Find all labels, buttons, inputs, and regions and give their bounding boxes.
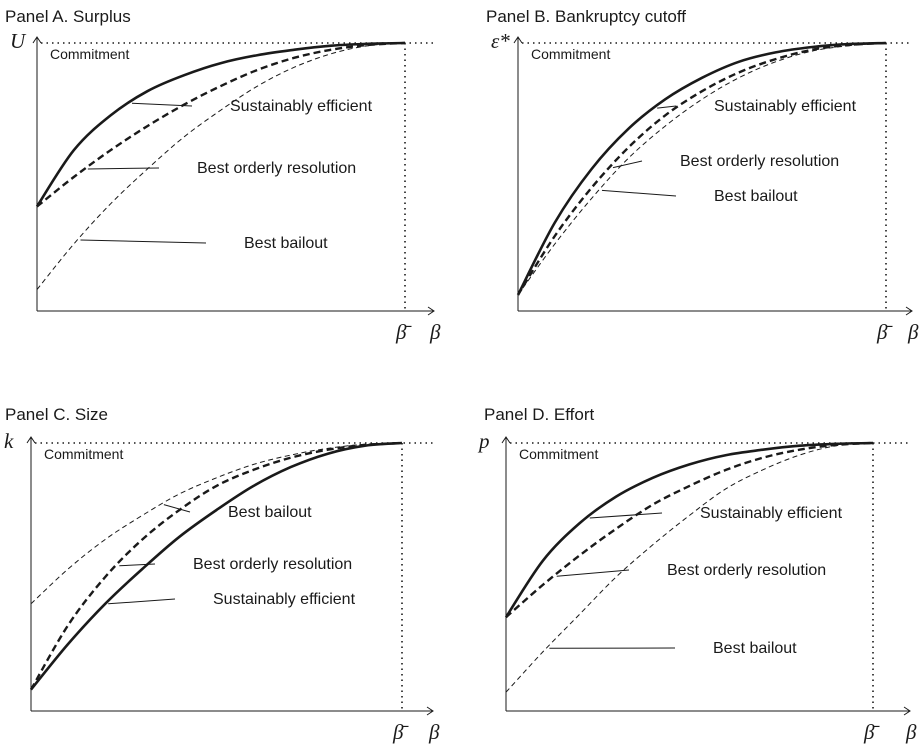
- y-axis-label: k: [4, 429, 14, 453]
- label-pointer-line: [131, 102, 193, 107]
- series-line-best-bailout: [505, 442, 874, 693]
- series-line-best-bailout: [30, 442, 403, 605]
- commitment-label: Commitment: [50, 46, 129, 62]
- series-label-best-orderly-resolution: Best orderly resolution: [667, 562, 826, 579]
- series-line-sustainably-efficient: [504, 441, 874, 618]
- commitment-label: Commitment: [44, 446, 123, 462]
- panel-title: Panel B. Bankruptcy cutoff: [486, 7, 686, 26]
- series-label-best-bailout: Best bailout: [713, 640, 797, 657]
- y-axis-arrow-icon: [501, 436, 511, 444]
- series-line-best-bailout: [517, 42, 887, 296]
- series-line-best-bailout: [36, 42, 406, 290]
- series-label-best-orderly-resolution: Best orderly resolution: [193, 556, 352, 573]
- panel-title: Panel C. Size: [5, 405, 108, 424]
- label-pointer-line: [163, 504, 191, 513]
- series-label-sustainably-efficient: Sustainably efficient: [230, 98, 373, 115]
- y-axis-arrow-icon: [32, 36, 42, 44]
- y-axis-arrow-icon: [26, 436, 36, 444]
- panel-title: Panel A. Surplus: [5, 7, 131, 26]
- label-pointer-line: [601, 189, 677, 197]
- series-label-best-orderly-resolution: Best orderly resolution: [680, 153, 839, 170]
- series-line-sustainably-efficient: [516, 41, 887, 296]
- series-line-best-orderly-resolution: [29, 441, 403, 691]
- label-pointer-line: [612, 160, 643, 169]
- x-axis-arrow-icon: [903, 706, 911, 716]
- series-line-best-orderly-resolution: [36, 41, 406, 208]
- y-axis-label: ε*: [491, 29, 510, 53]
- x-axis-arrow-icon: [426, 706, 434, 716]
- series-line-best-orderly-resolution: [505, 441, 874, 619]
- panel-2-chart: Panel B. Bankruptcy cutoff ε* β̄ β Commitmen…: [486, 7, 919, 344]
- label-pointer-line: [556, 569, 630, 577]
- x-tick-label: β̄: [395, 320, 412, 344]
- commitment-label: Commitment: [531, 46, 610, 62]
- series-label-best-bailout: Best bailout: [244, 235, 328, 252]
- panel-4-chart: Panel D. Effort p β̄ β Commitment Sustainably…: [477, 405, 917, 744]
- series-line-sustainably-efficient: [29, 441, 403, 691]
- x-tick-label: β̄: [876, 320, 893, 344]
- panel-1-chart: Panel A. Surplus Uβ̄ β Commitment Sustainabl…: [5, 7, 441, 344]
- series-label-sustainably-efficient: Sustainably efficient: [714, 98, 857, 115]
- x-axis-label: β: [907, 320, 919, 344]
- x-axis-arrow-icon: [427, 306, 435, 316]
- y-axis-label: p: [477, 429, 490, 453]
- x-axis-label: β: [905, 720, 917, 744]
- series-label-sustainably-efficient: Sustainably efficient: [700, 505, 843, 522]
- label-pointer-line: [80, 239, 207, 244]
- label-pointer-line: [87, 167, 160, 170]
- series-label-sustainably-efficient: Sustainably efficient: [213, 591, 356, 608]
- panel-title: Panel D. Effort: [484, 405, 595, 424]
- x-axis-label: β: [428, 720, 440, 744]
- x-axis-arrow-icon: [905, 306, 913, 316]
- x-axis-label: β: [429, 320, 441, 344]
- panel-3-chart: Panel C. Size k β̄ β Commitment Best bailout B…: [4, 405, 440, 744]
- label-pointer-line: [108, 598, 176, 605]
- commitment-label: Commitment: [519, 446, 598, 462]
- y-axis-arrow-icon: [513, 36, 523, 44]
- x-tick-label: β̄: [863, 720, 880, 744]
- label-pointer-line: [657, 105, 677, 109]
- series-line-best-orderly-resolution: [516, 41, 887, 296]
- series-line-sustainably-efficient: [35, 41, 406, 208]
- series-label-best-bailout: Best bailout: [714, 188, 798, 205]
- label-pointer-line: [589, 512, 663, 519]
- series-label-best-bailout: Best bailout: [228, 504, 312, 521]
- series-label-best-orderly-resolution: Best orderly resolution: [197, 160, 356, 177]
- label-pointer-line: [119, 563, 156, 567]
- x-tick-label: β̄: [392, 720, 409, 744]
- y-axis-label: U: [10, 29, 27, 53]
